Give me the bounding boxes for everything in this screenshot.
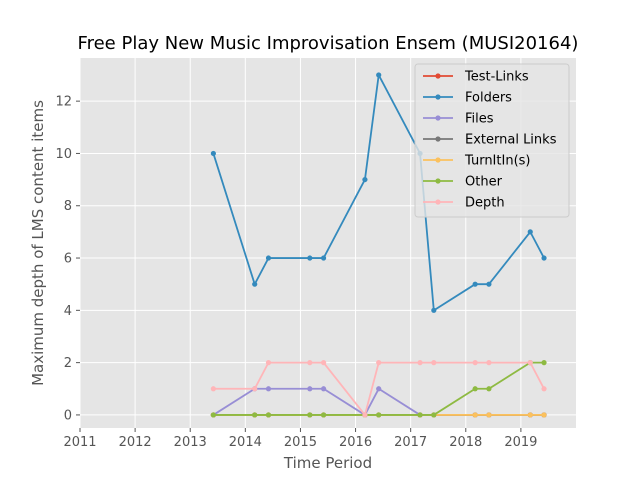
data-point-turnitin-s bbox=[527, 412, 533, 418]
data-point-folders bbox=[431, 307, 437, 313]
y-tick-label: 2 bbox=[64, 356, 72, 371]
x-axis: 2011 2012 2013 2014 2015 2016 2017 2018 2019 bbox=[63, 428, 537, 450]
data-point-other bbox=[252, 412, 258, 418]
legend-marker-test-links bbox=[435, 73, 441, 79]
legend-label-external-links: External Links bbox=[465, 133, 557, 148]
legend-marker-depth bbox=[435, 199, 441, 205]
x-tick-label: 2013 bbox=[174, 435, 207, 450]
y-tick-label: 8 bbox=[64, 199, 72, 214]
y-tick-label: 6 bbox=[64, 252, 72, 267]
data-point-other bbox=[376, 412, 382, 418]
data-point-depth bbox=[320, 360, 327, 366]
data-point-depth bbox=[527, 360, 533, 366]
data-point-depth bbox=[265, 360, 272, 366]
x-axis-label: Time Period bbox=[283, 454, 372, 472]
legend-label-test-links: Test-Links bbox=[464, 70, 529, 85]
x-tick-label: 2012 bbox=[119, 435, 152, 450]
legend-box bbox=[414, 63, 570, 218]
series-lines bbox=[210, 72, 547, 418]
legend-label-files: Files bbox=[465, 112, 494, 127]
y-tick-label: 0 bbox=[64, 408, 72, 423]
x-tick-label: 2015 bbox=[284, 435, 317, 450]
data-point-other bbox=[431, 412, 437, 418]
x-tick-label: 2019 bbox=[504, 435, 537, 450]
data-point-folders bbox=[320, 255, 327, 261]
data-point-other bbox=[307, 412, 313, 418]
data-point-files bbox=[265, 386, 272, 392]
series-folders bbox=[210, 72, 547, 313]
data-point-other bbox=[320, 412, 327, 418]
y-axis: 0 2 4 6 8 10 12 bbox=[55, 95, 80, 423]
legend: Test-Links Folders Files External Links Turn… bbox=[414, 63, 570, 218]
x-tick-label: 2017 bbox=[394, 435, 427, 450]
data-point-other bbox=[265, 412, 272, 418]
chart-title: Free Play New Music Improvisation Ensem … bbox=[78, 33, 579, 54]
data-point-folders bbox=[265, 255, 272, 261]
data-point-other bbox=[486, 386, 492, 392]
data-point-folders bbox=[210, 150, 216, 157]
data-point-depth bbox=[541, 386, 547, 392]
y-tick-label: 4 bbox=[64, 304, 72, 319]
data-point-folders bbox=[376, 72, 382, 78]
legend-marker-turnitin-s bbox=[435, 157, 441, 163]
legend-marker-external-links bbox=[435, 136, 441, 142]
data-point-other bbox=[210, 412, 216, 418]
data-point-depth bbox=[431, 360, 437, 366]
legend-marker-folders bbox=[435, 94, 441, 100]
data-point-other bbox=[417, 412, 423, 418]
series-depth bbox=[210, 360, 547, 418]
data-point-depth bbox=[307, 360, 313, 366]
data-point-folders bbox=[252, 281, 258, 287]
data-point-other bbox=[472, 386, 478, 392]
data-point-depth bbox=[252, 386, 258, 392]
legend-marker-other bbox=[435, 178, 441, 184]
data-point-files bbox=[307, 386, 313, 392]
data-point-depth bbox=[472, 360, 478, 366]
y-tick-label: 10 bbox=[55, 147, 72, 162]
data-point-depth bbox=[417, 360, 423, 366]
legend-label-folders: Folders bbox=[465, 91, 512, 106]
data-point-depth bbox=[486, 360, 492, 366]
legend-label-other: Other bbox=[465, 175, 503, 190]
data-point-turnitin-s bbox=[472, 412, 478, 418]
data-point-depth bbox=[362, 412, 368, 418]
data-point-other bbox=[541, 360, 547, 366]
x-tick-label: 2011 bbox=[63, 435, 96, 450]
legend-label-turnitin-s: TurnItIn(s) bbox=[464, 154, 530, 169]
data-point-depth bbox=[210, 386, 216, 392]
data-point-folders bbox=[472, 281, 478, 287]
data-point-folders bbox=[541, 255, 547, 261]
data-point-folders bbox=[362, 176, 368, 183]
x-tick-label: 2016 bbox=[339, 435, 372, 450]
legend-marker-files bbox=[435, 115, 441, 121]
data-point-depth bbox=[376, 360, 382, 366]
x-tick-label: 2014 bbox=[229, 435, 262, 450]
y-tick-label: 12 bbox=[55, 95, 72, 110]
data-point-files bbox=[376, 386, 382, 392]
data-point-turnitin-s bbox=[486, 412, 492, 418]
data-point-folders bbox=[486, 281, 492, 287]
data-point-folders bbox=[307, 255, 313, 261]
x-tick-label: 2018 bbox=[449, 435, 482, 450]
data-point-folders bbox=[527, 229, 533, 235]
data-point-files bbox=[320, 386, 327, 392]
legend-label-depth: Depth bbox=[465, 196, 505, 211]
data-point-turnitin-s bbox=[541, 412, 547, 418]
y-axis-label: Maximum depth of LMS content items bbox=[29, 100, 47, 386]
